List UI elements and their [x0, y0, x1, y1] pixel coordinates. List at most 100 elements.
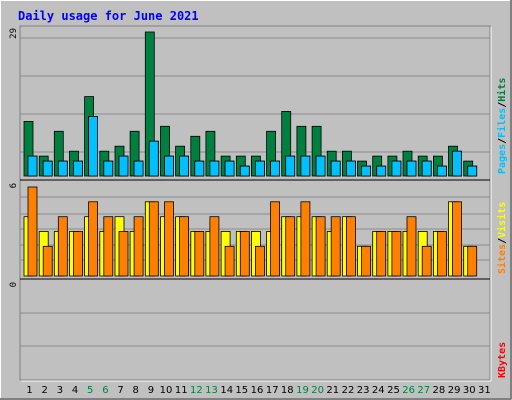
bar-sites-day-4 [73, 231, 83, 277]
day-label-3: 3 [57, 385, 63, 396]
bar-sites-day-25 [391, 231, 402, 277]
bar-sites-day-24 [376, 231, 387, 277]
day-label-10: 10 [160, 385, 173, 396]
bar-sites-day-23 [361, 245, 371, 277]
bar-sites-day-7 [118, 231, 129, 277]
bar-sites-day-26 [406, 216, 417, 277]
bar-sites-day-22 [345, 216, 356, 277]
bar-sites-day-9 [148, 201, 159, 277]
bar-pages-day-22 [345, 160, 356, 177]
legend-visits-sites: Sites/Visits [496, 202, 508, 274]
day-label-15: 15 [235, 385, 248, 396]
legend-separator: / [497, 138, 508, 144]
day-label-11: 11 [175, 385, 188, 396]
bar-pages-day-2 [42, 160, 53, 177]
legend-item-kbytes: KBytes [497, 342, 508, 378]
bar-sites-day-20 [315, 216, 326, 277]
bar-sites-day-8 [133, 216, 144, 277]
bar-pages-day-20 [315, 155, 326, 177]
plot-area [19, 25, 491, 381]
bar-sites-day-12 [194, 231, 205, 277]
day-label-20: 20 [311, 385, 324, 396]
bar-sites-day-16 [254, 245, 265, 277]
legend-kbytes: KBytes [497, 342, 508, 378]
day-label-22: 22 [342, 385, 355, 396]
day-label-13: 13 [205, 385, 218, 396]
bar-pages-day-9 [148, 140, 159, 177]
chart-title: Daily usage for June 2021 [18, 9, 199, 23]
y-axis-max-label: 0 [9, 282, 19, 287]
day-label-6: 6 [102, 385, 108, 396]
day-label-26: 26 [402, 385, 415, 396]
bar-pages-day-18 [285, 155, 296, 177]
bar-pages-day-11 [179, 155, 190, 177]
bar-pages-day-29 [452, 150, 462, 177]
legend-item-pages: Pages [497, 144, 508, 174]
y-axis-labels: 29 6 0 [9, 28, 19, 287]
day-label-7: 7 [117, 385, 123, 396]
bar-sites-day-2 [42, 245, 53, 277]
bar-sites-day-3 [57, 216, 68, 277]
day-label-28: 28 [433, 385, 446, 396]
bar-sites-day-5 [88, 201, 98, 277]
bar-pages-day-25 [391, 160, 402, 177]
bar-pages-day-21 [330, 160, 341, 177]
bar-pages-day-19 [300, 155, 311, 177]
bar-sites-day-27 [421, 245, 432, 277]
bar-sites-day-30 [467, 245, 478, 277]
bar-pages-day-7 [118, 155, 129, 177]
bar-pages-day-5 [88, 116, 98, 177]
bar-sites-day-14 [224, 245, 235, 277]
day-label-29: 29 [448, 385, 461, 396]
bar-sites-day-28 [436, 231, 447, 277]
day-label-9: 9 [148, 385, 154, 396]
legend-item-sites: Sites [496, 244, 508, 274]
day-label-24: 24 [372, 385, 385, 396]
bar-pages-day-13 [209, 160, 220, 177]
bar-pages-day-27 [421, 160, 432, 177]
bar-pages-day-30 [467, 165, 478, 177]
bar-pages-day-28 [436, 165, 447, 177]
day-label-17: 17 [266, 385, 279, 396]
day-label-23: 23 [357, 385, 370, 396]
y-axis-max-label: 29 [9, 28, 19, 39]
day-label-25: 25 [387, 385, 400, 396]
legend-separator: / [497, 238, 508, 244]
legend-separator: / [497, 102, 508, 108]
bar-sites-day-19 [300, 201, 311, 277]
day-label-2: 2 [42, 385, 48, 396]
bar-pages-day-1 [27, 155, 38, 177]
bar-pages-day-15 [239, 165, 250, 177]
legend-item-visits: Visits [496, 202, 508, 238]
bar-sites-day-21 [330, 216, 341, 277]
day-label-4: 4 [72, 385, 78, 396]
legend-item-hits: Hits [496, 78, 508, 102]
bar-sites-day-29 [452, 201, 462, 277]
day-label-30: 30 [463, 385, 476, 396]
bars [23, 31, 478, 277]
legend-item-files: Files [496, 108, 508, 138]
bar-sites-day-6 [103, 216, 114, 277]
bar-pages-day-17 [270, 160, 281, 177]
bar-sites-day-11 [179, 216, 190, 277]
bar-pages-day-3 [57, 160, 68, 177]
day-label-12: 12 [190, 385, 203, 396]
bar-sites-day-10 [164, 201, 174, 277]
bar-sites-day-13 [209, 216, 220, 277]
day-label-1: 1 [26, 385, 32, 396]
legend-hits-files-pages: Pages/Files/Hits [496, 78, 508, 174]
day-label-18: 18 [281, 385, 294, 396]
bar-pages-day-24 [376, 165, 387, 177]
bar-sites-day-15 [239, 231, 250, 277]
bar-pages-day-23 [361, 165, 371, 177]
bar-sites-day-1 [27, 186, 38, 277]
bar-pages-day-8 [133, 160, 144, 177]
bar-pages-day-12 [194, 160, 205, 177]
bar-sites-day-17 [270, 201, 281, 277]
x-axis-day-labels: 1 2 3 4 5 6 7 8 9 10 11 12 13 14 15 16 17 18 19 20 21 22 23 24 2… [26, 385, 490, 396]
bar-sites-day-18 [285, 216, 296, 277]
bar-pages-day-10 [164, 155, 174, 177]
